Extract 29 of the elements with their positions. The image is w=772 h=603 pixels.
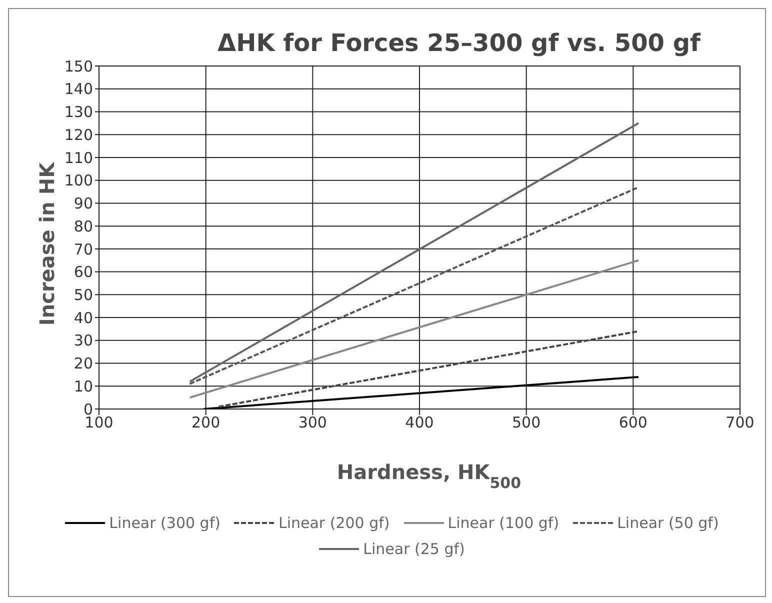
y-tick-label: 50: [74, 286, 93, 304]
y-tick-label: 30: [74, 332, 93, 350]
legend-label: Linear (50 gf): [617, 514, 719, 532]
y-tick-label: 20: [74, 354, 93, 373]
y-tick-label: 120: [64, 126, 93, 144]
y-tick-label: 90: [74, 194, 93, 213]
x-tick-label: 600: [618, 414, 648, 432]
y-tick-label: 140: [64, 80, 93, 98]
y-axis-title: Increase in HK: [35, 160, 59, 326]
y-tick-label: 80: [74, 217, 93, 236]
legend-label: Linear (25 gf): [363, 540, 465, 558]
y-tick-label: 100: [64, 172, 93, 190]
y-tick-label: 130: [64, 103, 93, 122]
legend-label: Linear (100 gf): [448, 514, 560, 532]
x-axis-title: Hardness, HK$_{500}$: [336, 460, 522, 492]
y-tick-label: 110: [64, 148, 93, 167]
y-tick-label: 40: [74, 308, 93, 327]
legend-label: Linear (300 gf): [109, 514, 220, 532]
y-tick-label: 150: [64, 57, 93, 76]
y-tick-label: 70: [74, 240, 93, 258]
chart-title: ΔHK for Forces 25–300 gf vs. 500 gf: [218, 29, 702, 57]
x-tick-label: 700: [726, 414, 754, 432]
x-tick-label: 300: [298, 414, 327, 432]
legend-label: Linear (200 gf): [278, 514, 390, 532]
y-tick-label: 10: [74, 377, 93, 396]
x-tick-label: 400: [405, 414, 434, 432]
y-tick-label: 60: [74, 263, 93, 282]
x-tick-label: 500: [512, 414, 541, 432]
x-tick-label: 200: [192, 414, 220, 432]
